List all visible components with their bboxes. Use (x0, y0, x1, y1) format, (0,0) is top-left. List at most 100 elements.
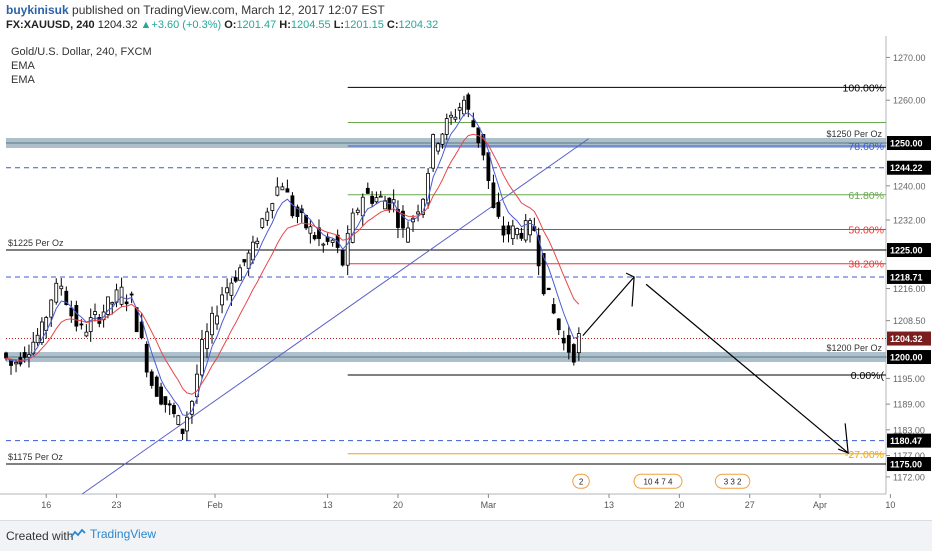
candle-body (79, 323, 84, 326)
candle-body (44, 317, 49, 331)
candle-body (119, 286, 124, 305)
close-label: C: (386, 19, 399, 31)
candle-body (167, 403, 172, 406)
tradingview-logo-icon (70, 529, 86, 538)
candle-body (233, 277, 238, 282)
candle-body (110, 302, 115, 305)
candle-body (139, 321, 144, 339)
candle-body (172, 405, 176, 415)
candle-body (69, 307, 74, 317)
projection-up-arrow (582, 276, 635, 337)
legend-ema-2[interactable]: EMA (11, 74, 35, 86)
candle-body (4, 352, 8, 359)
ema-fast-line (5, 112, 579, 417)
y-tick-label: 1216.00 (893, 284, 926, 294)
candle-body (506, 225, 511, 235)
arrowhead-down (837, 423, 849, 454)
candle-body (225, 287, 230, 294)
candle-body (180, 428, 185, 434)
price-tag: 1244.22 (890, 163, 923, 173)
candle-body (210, 312, 214, 336)
x-tick-label: 27 (745, 500, 755, 510)
candle-body (496, 202, 501, 217)
tradingview-label: TradingView (90, 527, 157, 541)
candle-body (571, 344, 576, 363)
candle-body (321, 243, 326, 246)
fib-level-label: 50.00% (848, 224, 884, 236)
x-tick-label: 13 (323, 500, 333, 510)
open-label: O: (224, 19, 237, 31)
price-chart[interactable]: 1270.00 1260.00 1250.00 1240.00 1232.00 1225.… (0, 36, 932, 520)
fib-level-label: 61.80% (848, 190, 884, 202)
x-tick-label: 23 (112, 500, 122, 510)
event-badge[interactable]: 3 3 2 (714, 473, 751, 489)
candle-body (519, 232, 524, 239)
zone-label: $1200 Per Oz (826, 343, 882, 353)
candle-body (431, 134, 436, 169)
chart-area[interactable]: 1270.00 1260.00 1250.00 1240.00 1232.00 1225.… (0, 36, 932, 520)
tradingview-brand[interactable]: TradingView (70, 527, 156, 541)
high-label: H: (279, 19, 291, 31)
price-tag-bg (887, 243, 931, 258)
candle-body (270, 203, 275, 211)
y-tick-label: 1270.00 (893, 53, 926, 63)
candle-body (149, 371, 154, 386)
chart-legend: Gold/U.S. Dollar, 240, FXCM EMA EMA (11, 45, 152, 87)
price-tag: 1225.00 (890, 246, 923, 256)
price-tag-bg (887, 457, 931, 472)
hline-label: $1225 Per Oz (8, 238, 64, 248)
candle-body (466, 94, 471, 110)
candle-body (401, 210, 405, 229)
ohlc-line: FX:XAUUSD, 240 1204.32 ▲+3.60 (+0.3%) O:… (6, 19, 438, 31)
y-tick-label: 1195.00 (893, 374, 925, 384)
fib-level-label: 78.60% (848, 141, 884, 153)
author-link[interactable]: buykinisuk (6, 3, 69, 17)
candle-body (396, 208, 400, 228)
event-badge-text: 10 4 7 4 (644, 477, 673, 486)
price-tag: 1200.00 (890, 353, 923, 363)
x-tick-label: Apr (813, 500, 827, 510)
candle-body (251, 241, 255, 261)
price-tag: 1218.71 (890, 272, 923, 282)
published-text: published on TradingView.com, March 12, … (72, 3, 385, 17)
event-badge-text: 2 (579, 477, 584, 486)
y-tick-label: 1177.00 (893, 451, 925, 461)
fib-level-label: 0.00%( (851, 370, 885, 382)
candle-body (106, 296, 110, 315)
candle-body (200, 339, 204, 376)
legend-ema-1[interactable]: EMA (11, 60, 35, 72)
candle-body (449, 114, 453, 118)
candle-body (340, 249, 345, 266)
candle-body (515, 228, 520, 236)
candle-body (365, 187, 370, 194)
open-value: 1201.47 (236, 19, 277, 31)
candle-body (184, 416, 189, 432)
projection-down-arrow (645, 283, 849, 454)
candle-body (129, 293, 134, 296)
candle-body (370, 195, 375, 204)
candle-body (551, 304, 556, 314)
x-tick-label: 10 (885, 500, 895, 510)
candle-body (481, 133, 486, 156)
candle-body (280, 186, 285, 191)
y-tick-label: 1189.00 (893, 400, 925, 410)
candle-body (501, 225, 506, 236)
price-tag-bg (887, 331, 931, 346)
candle-body (35, 334, 40, 344)
x-tick-label: 20 (674, 500, 684, 510)
candle-body (523, 220, 528, 241)
x-tick-label: 13 (604, 500, 614, 510)
candle-body (238, 267, 242, 281)
high-value: 1204.55 (290, 19, 331, 31)
candle-body (541, 253, 546, 295)
candle-body (436, 143, 441, 152)
candle-body (350, 212, 355, 243)
last-price: 1204.32 (97, 19, 138, 31)
candle-body (22, 352, 27, 358)
candle-body (39, 321, 44, 343)
footer-bar: Created with TradingView (0, 520, 932, 551)
event-badge[interactable]: 2 (572, 473, 590, 489)
event-badge-outline (572, 473, 590, 489)
price-tag-bg (887, 350, 931, 365)
event-badge[interactable]: 10 4 7 4 (633, 473, 683, 489)
